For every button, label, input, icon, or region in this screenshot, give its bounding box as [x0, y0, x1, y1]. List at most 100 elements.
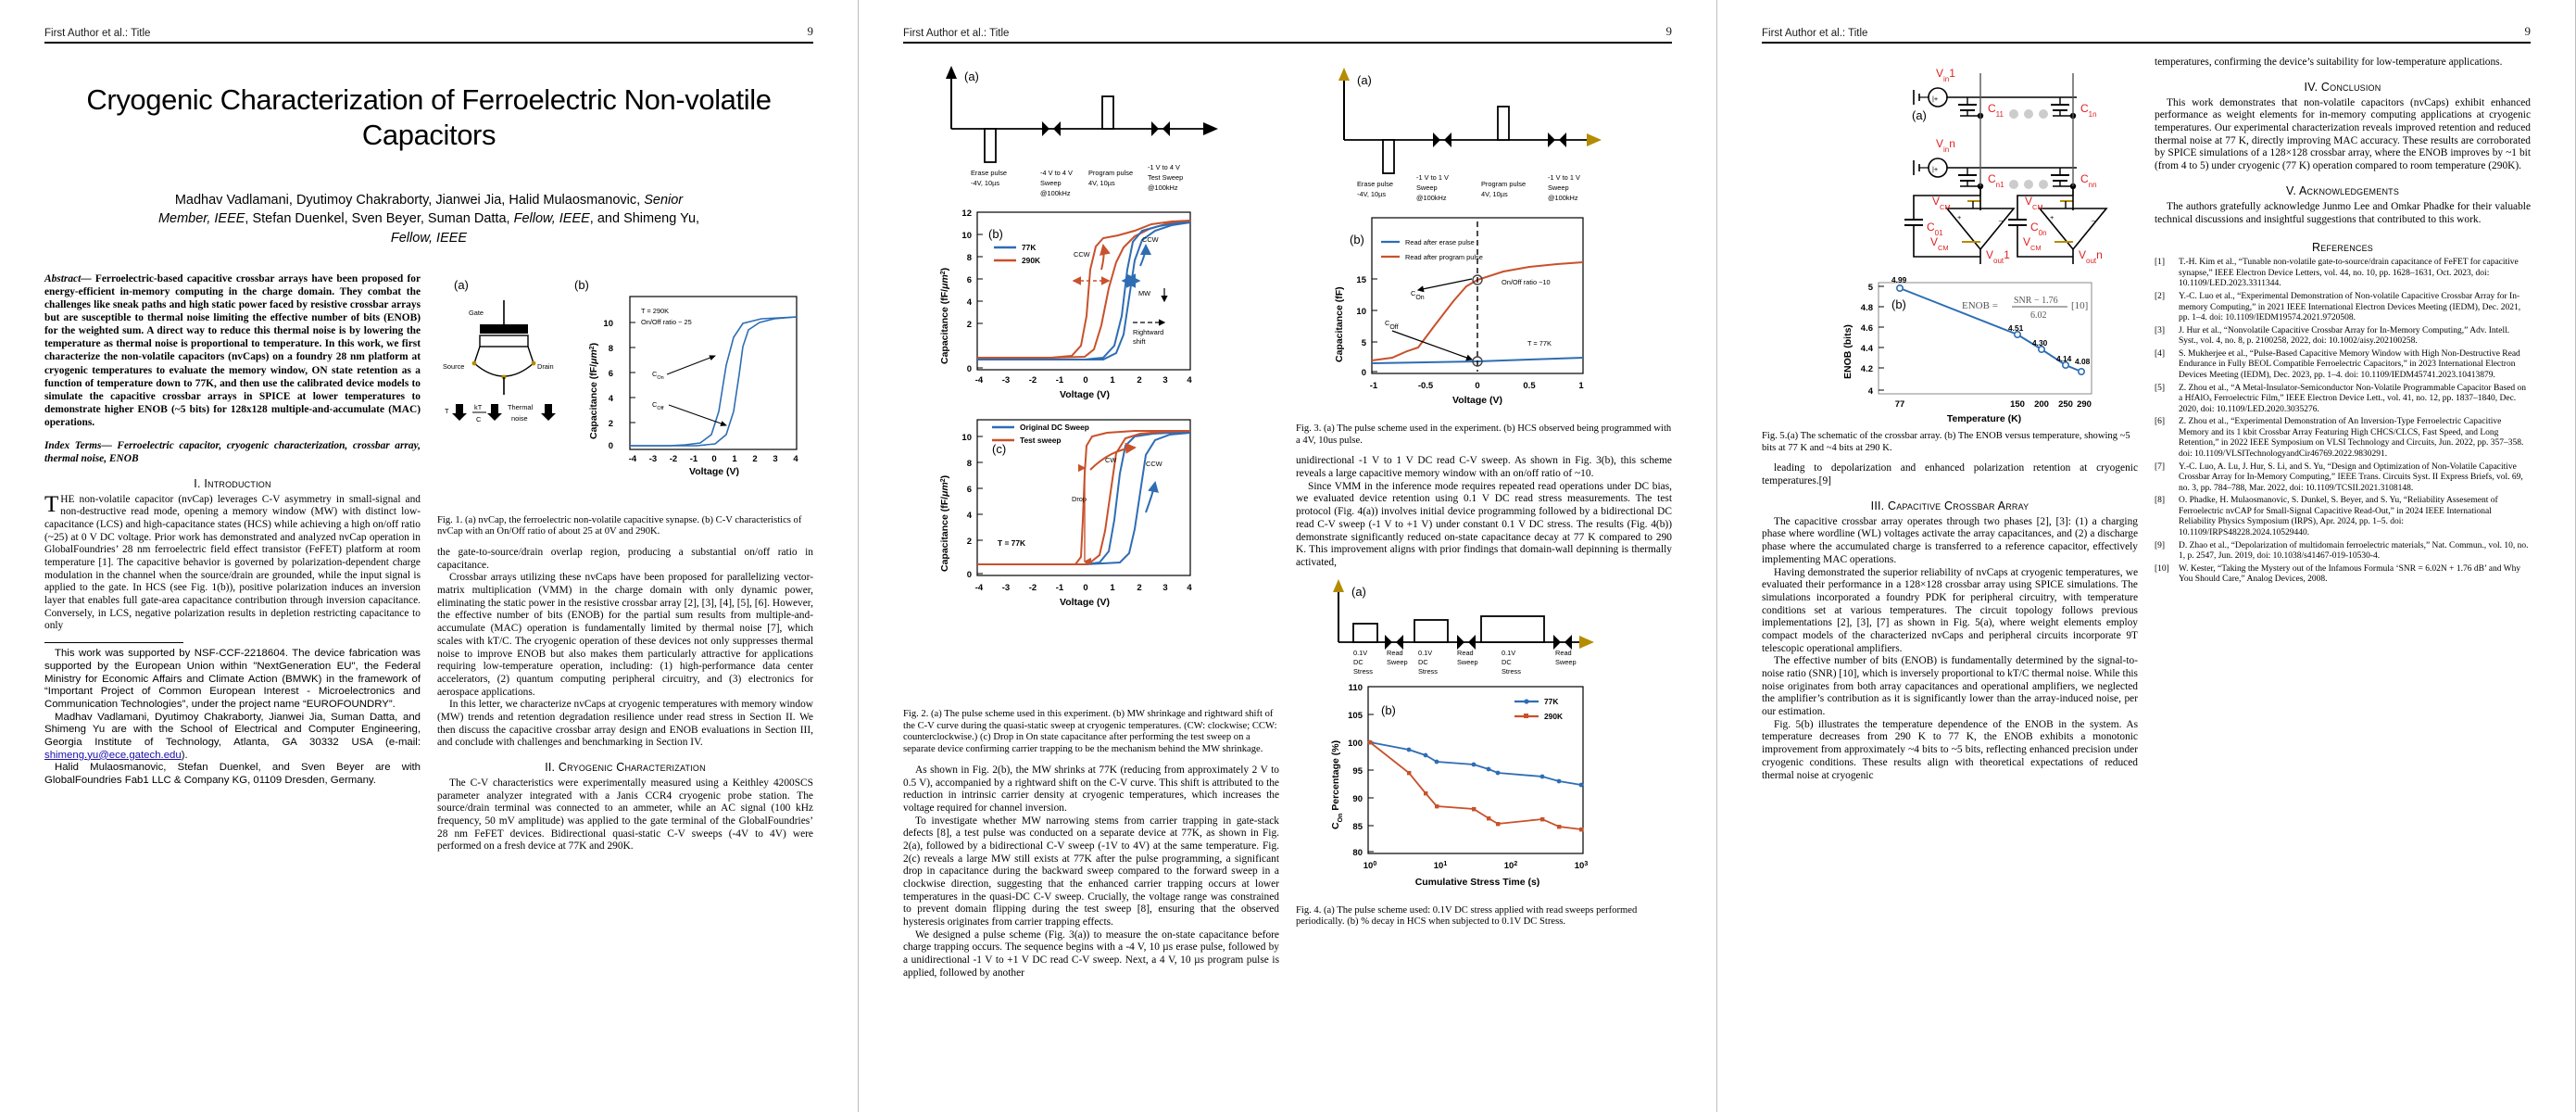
- svg-text:1: 1: [1578, 381, 1584, 391]
- abstract-body: Ferroelectric-based capacitive crossbar …: [44, 272, 421, 429]
- reference-number: [4]: [2155, 348, 2166, 359]
- figure-3b-legend-erase: Read after erase pulse: [1405, 238, 1475, 246]
- svg-text:Read: Read: [1457, 649, 1474, 657]
- figure-3b-annot-temp: T = 77K: [1527, 339, 1552, 348]
- svg-text:0: 0: [967, 364, 972, 374]
- figure-2b-legend-290k: 290K: [1022, 256, 1040, 265]
- svg-text:Erase pulse: Erase pulse: [1357, 180, 1393, 188]
- voltage-source-1: |+: [1913, 87, 2077, 107]
- svg-text:-1 V to 1 V: -1 V to 1 V: [1548, 173, 1580, 182]
- vout1-label: Vout1: [1986, 248, 2010, 265]
- svg-text:5: 5: [1868, 283, 1874, 293]
- c11-label: C11: [1988, 102, 2004, 119]
- cn1-label: Cn1: [1988, 172, 2004, 189]
- svg-text:250: 250: [2058, 399, 2073, 410]
- svg-text:4V, 10µs: 4V, 10µs: [1088, 179, 1115, 187]
- cryo-paragraph-5: unidirectional -1 V to 1 V DC read C-V s…: [1296, 455, 1672, 480]
- author-line-2: Member, IEEE, Stefan Duenkel, Sven Beyer…: [157, 211, 700, 227]
- svg-text:-3: -3: [1002, 583, 1010, 593]
- page-1: First Author et al.: Title 9 Cryogenic C…: [0, 0, 859, 1112]
- voltage-source-n: |+: [1913, 158, 2077, 178]
- abstract: Abstract— Ferroelectric-based capacitive…: [44, 272, 421, 430]
- svg-text:2: 2: [609, 419, 613, 429]
- svg-text:-2: -2: [1029, 583, 1037, 593]
- svg-text:-4V, 10µs: -4V, 10µs: [1357, 190, 1386, 198]
- figure-2c-annot-cw: CW: [1105, 456, 1116, 464]
- figure-2-panel-c-label: (c): [992, 442, 1006, 456]
- c1n-label: C1n: [2080, 102, 2097, 119]
- svg-text:-0.5: -0.5: [1418, 381, 1434, 391]
- intro-paragraph-3: Crossbar arrays utilizing these nvCaps h…: [437, 572, 813, 698]
- acknowledgement-paragraph: The authors gratefully acknowledge Junmo…: [2155, 200, 2531, 225]
- running-head-3: First Author et al.: Title 9: [1762, 24, 2531, 39]
- svg-text:[10]: [10]: [2071, 300, 2088, 311]
- cryo-paragraph-6: Since VMM in the inference mode requires…: [1296, 480, 1672, 568]
- reference-item: [10] W. Kester, “Taking the Mystery out o…: [2155, 564, 2531, 586]
- svg-text:-4: -4: [975, 375, 984, 385]
- reference-number: [9]: [2155, 540, 2166, 550]
- figure-1-panel-b-label: (b): [574, 278, 589, 292]
- running-head-left: First Author et al.: Title: [44, 28, 151, 39]
- vcm-label-1: VCM: [1932, 195, 1951, 211]
- figure-5-panel-a-label: (a): [1912, 108, 1927, 122]
- footnote-affiliation-1: Madhav Vadlamani, Dyutimoy Chakraborty, …: [44, 711, 421, 761]
- svg-text:1: 1: [1110, 375, 1115, 385]
- array-paragraph-2: Having demonstrated the superior reliabi…: [1762, 566, 2138, 654]
- svg-text:|+: |+: [1932, 95, 1938, 103]
- svg-text:Stress: Stress: [1502, 667, 1521, 676]
- drop-cap: T: [44, 491, 59, 517]
- svg-text:Capacitance (fF/μm2): Capacitance (fF/μm2): [939, 268, 950, 364]
- reference-text: W. Kester, “Taking the Mystery out of th…: [2179, 563, 2521, 585]
- figure-5b-plot: (b) 5 4.8 4.6 4.4 4.2 4 ENOB (bits): [1842, 275, 2092, 424]
- array-paragraph-1: The capacitive crossbar array operates t…: [1762, 515, 2138, 565]
- reference-text: Z. Zhou et al., “Experimental Demonstrat…: [2179, 417, 2524, 460]
- figure-2: (a) Erase pulse -4V, 10µs -4 V to 4 V Sw…: [903, 57, 1279, 756]
- svg-text:4.8: 4.8: [1861, 303, 1873, 313]
- svg-text:6: 6: [609, 369, 613, 379]
- figure-3-panel-a-label: (a): [1357, 73, 1372, 87]
- email-link[interactable]: shimeng.yu@ece.gatech.edu: [44, 749, 182, 761]
- svg-text:@100kHz: @100kHz: [1148, 183, 1178, 192]
- svg-text:12: 12: [961, 208, 972, 219]
- svg-text:Program pulse: Program pulse: [1088, 169, 1133, 177]
- svg-text:1: 1: [732, 454, 737, 464]
- figure-3b-plot: (b) Read after erase pulse Read after pr…: [1334, 217, 1584, 406]
- reference-text: T.-H. Kim et al., “Tunable non-volatile …: [2179, 258, 2519, 289]
- page-2-right-column: (a) Erase pulse -4V, 10µs -1 V to 1 V Sw…: [1296, 57, 1672, 980]
- svg-text:Read: Read: [1555, 649, 1572, 657]
- svg-text:8: 8: [967, 459, 972, 469]
- svg-text:3: 3: [773, 454, 777, 464]
- svg-text:2: 2: [1137, 375, 1141, 385]
- figure-5a-crossbar-schematic: Vin1 (a) |+: [1904, 67, 2108, 265]
- svg-text:2: 2: [967, 537, 972, 547]
- svg-text:_: _: [1998, 213, 2004, 221]
- svg-text:4: 4: [1187, 583, 1192, 593]
- svg-text:0: 0: [1362, 368, 1366, 378]
- svg-text:Sweep: Sweep: [1040, 179, 1062, 187]
- svg-text:0: 0: [609, 441, 613, 451]
- svg-text:1: 1: [1110, 583, 1115, 593]
- enob-value-250: 4.14: [2056, 354, 2072, 363]
- svg-text:Capacitance (fF): Capacitance (fF): [1334, 286, 1345, 362]
- reference-text: J. Hur et al., “Nonvolatile Capacitive C…: [2179, 325, 2510, 347]
- figure-2b-annot-mw: MW: [1138, 289, 1150, 297]
- svg-text:0.1V: 0.1V: [1418, 649, 1432, 657]
- svg-text:|+: |+: [1932, 165, 1938, 173]
- svg-text:200: 200: [2034, 399, 2049, 410]
- figure-1b-ylabel: Capacitance (fF/μm2): [588, 342, 599, 438]
- figure-4-panel-a-label: (a): [1351, 585, 1366, 599]
- svg-text:On/Off ratio ~ 25: On/Off ratio ~ 25: [641, 318, 692, 326]
- svg-text:4: 4: [1187, 375, 1192, 385]
- svg-text:DC: DC: [1418, 658, 1428, 666]
- figure-4: (a) 0.1V DC Stress Read Sweep 0.1V DC S: [1296, 577, 1672, 929]
- intro-paragraph-1-text: HE non-volatile capacitor (nvCap) levera…: [44, 493, 421, 632]
- svg-text:3: 3: [1162, 375, 1167, 385]
- thermal-label: Thermal: [508, 403, 533, 411]
- svg-text:Voltage (V): Voltage (V): [1060, 389, 1110, 400]
- svg-text:150: 150: [2010, 399, 2025, 410]
- reference-text: O. Phadke, H. Mulaosmanovic, S. Dunkel, …: [2179, 496, 2498, 538]
- figure-3a-pulse-scheme: (a) Erase pulse -4V, 10µs -1 V to 1 V Sw…: [1338, 68, 1602, 202]
- intro-paragraph-2: the gate-to-source/drain overlap region,…: [437, 547, 813, 571]
- vinn-label: Vinn: [1936, 137, 1955, 154]
- section-heading-acknowledgements: V. Acknowledgements: [2285, 183, 2400, 197]
